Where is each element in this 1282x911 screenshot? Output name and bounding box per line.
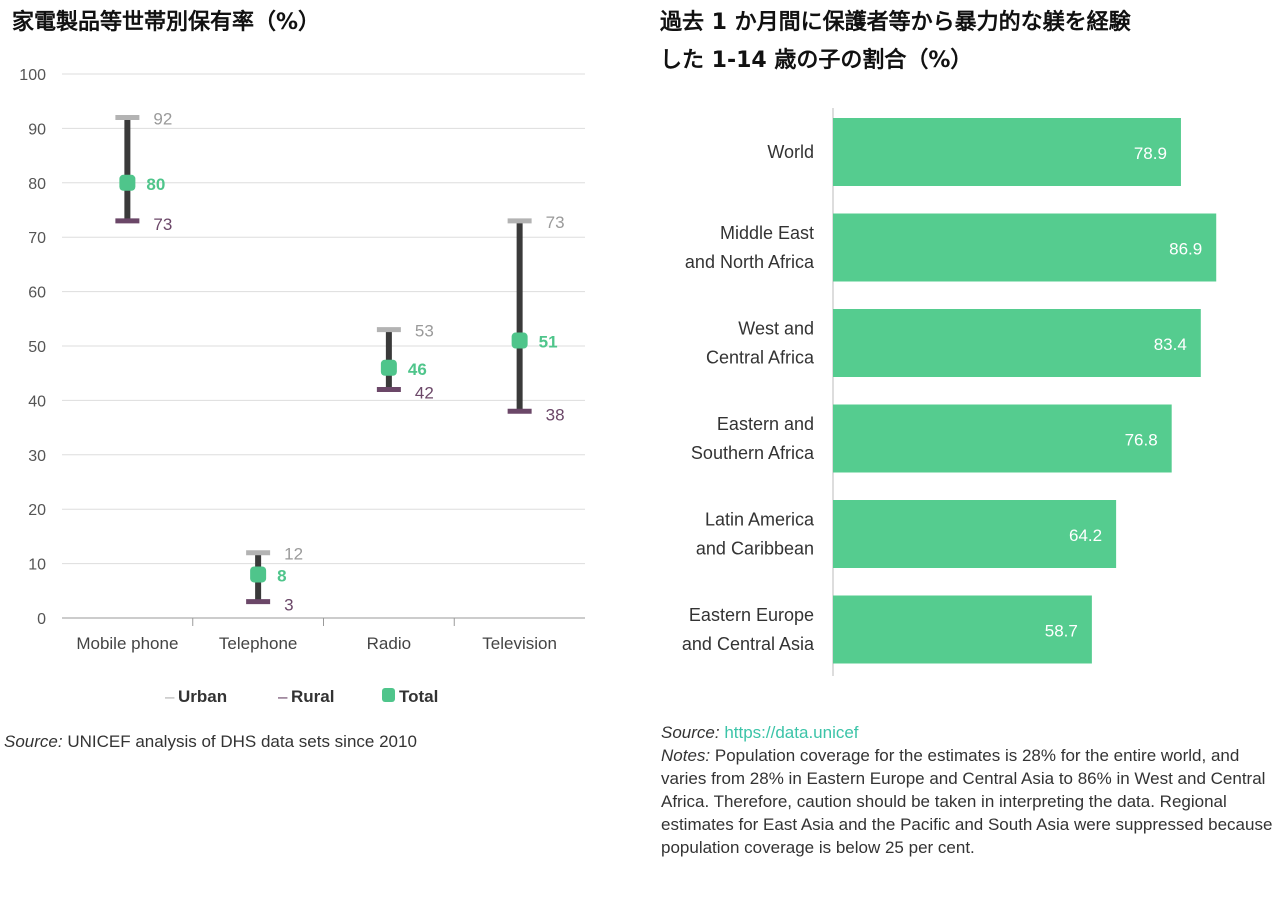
category-label: World [767, 142, 814, 162]
urban-value-label: 12 [284, 545, 303, 564]
y-tick-label: 100 [19, 67, 46, 84]
total-value-label: 80 [146, 175, 165, 194]
category-label: Eastern and [717, 414, 814, 434]
total-marker [511, 332, 528, 349]
x-tick-label: Radio [367, 634, 411, 653]
rural-value-label: 38 [546, 405, 565, 424]
bar-value-label: 83.4 [1154, 335, 1187, 354]
bar-value-label: 76.8 [1125, 431, 1158, 450]
bar [833, 404, 1172, 473]
y-tick-label: 60 [28, 285, 46, 302]
total-value-label: 8 [277, 566, 286, 585]
urban-value-label: 92 [153, 110, 172, 129]
notes-text: Population coverage for the estimates is… [661, 746, 1273, 857]
bar [833, 213, 1217, 282]
category-label: West and [738, 319, 814, 339]
y-tick-label: 40 [28, 393, 46, 410]
x-tick-label: Mobile phone [76, 634, 178, 653]
x-tick-label: Telephone [219, 634, 297, 653]
rural-value-label: 73 [153, 215, 172, 234]
notes-label: Notes: [661, 746, 711, 765]
legend-marker: – [165, 687, 175, 706]
legend-label: Total [399, 687, 438, 706]
category-label: and North Africa [685, 252, 815, 272]
y-tick-label: 10 [28, 557, 46, 574]
bar-value-label: 58.7 [1045, 622, 1078, 641]
bar-value-label: 78.9 [1134, 144, 1167, 163]
left-source-text: UNICEF analysis of DHS data sets since 2… [62, 732, 417, 751]
legend-label: Rural [291, 687, 334, 706]
total-marker [250, 566, 267, 583]
y-tick-label: 80 [28, 176, 46, 193]
total-marker [119, 174, 136, 191]
source-link[interactable]: https://data.unicef [724, 723, 859, 742]
urban-value-label: 53 [415, 322, 434, 341]
right-chart-title: 過去 1 か月間に保護者等から暴力的な躾を経験 した 1-14 歳の子の割合（%… [660, 6, 1270, 82]
category-label: and Caribbean [696, 539, 814, 559]
bar [833, 309, 1201, 377]
y-tick-label: 0 [37, 611, 46, 628]
bar [833, 118, 1181, 186]
bar [833, 500, 1117, 568]
left-source-note: Source: UNICEF analysis of DHS data sets… [4, 730, 417, 753]
category-label: Eastern Europe [689, 605, 814, 625]
left-source-label: Source: [4, 732, 63, 751]
y-tick-label: 90 [28, 121, 46, 138]
household-ownership-chart: 0 10 20 30 40 50 60 70 80 90 100 Mobile phone 92 73 80… [19, 67, 585, 706]
rural-value-label: 42 [415, 384, 434, 403]
category-label: Middle East [720, 223, 814, 243]
total-marker [380, 359, 397, 376]
right-source-note: Source: https://data.unicef Notes: Popul… [661, 721, 1279, 859]
bar-value-label: 64.2 [1069, 526, 1102, 545]
category-label: Southern Africa [691, 443, 815, 463]
rural-value-label: 3 [284, 596, 293, 615]
x-tick-label: Television [482, 634, 557, 653]
legend-label: Urban [178, 687, 227, 706]
right-title-line-2: した 1-14 歳の子の割合（%） [660, 48, 973, 73]
y-tick-label: 50 [28, 339, 46, 356]
left-chart-title: 家電製品等世帯別保有率（%） [12, 10, 321, 35]
right-title-line-1: 過去 1 か月間に保護者等から暴力的な躾を経験 [660, 10, 1131, 35]
category-label: and Central Asia [682, 634, 815, 654]
legend-marker [382, 688, 395, 702]
urban-value-label: 73 [546, 213, 565, 232]
bar [833, 595, 1092, 664]
total-value-label: 46 [408, 360, 427, 379]
violent-discipline-chart: 78.9 World 86.9 Middle East and North Africa… [682, 108, 1217, 676]
category-label: Latin America [705, 510, 815, 530]
legend-marker: – [278, 687, 288, 706]
y-tick-label: 30 [28, 448, 46, 465]
y-tick-label: 20 [28, 502, 46, 519]
bar-value-label: 86.9 [1169, 240, 1202, 259]
y-tick-label: 70 [28, 230, 46, 247]
right-source-label: Source: [661, 723, 720, 742]
total-value-label: 51 [539, 333, 558, 352]
category-label: Central Africa [706, 348, 815, 368]
